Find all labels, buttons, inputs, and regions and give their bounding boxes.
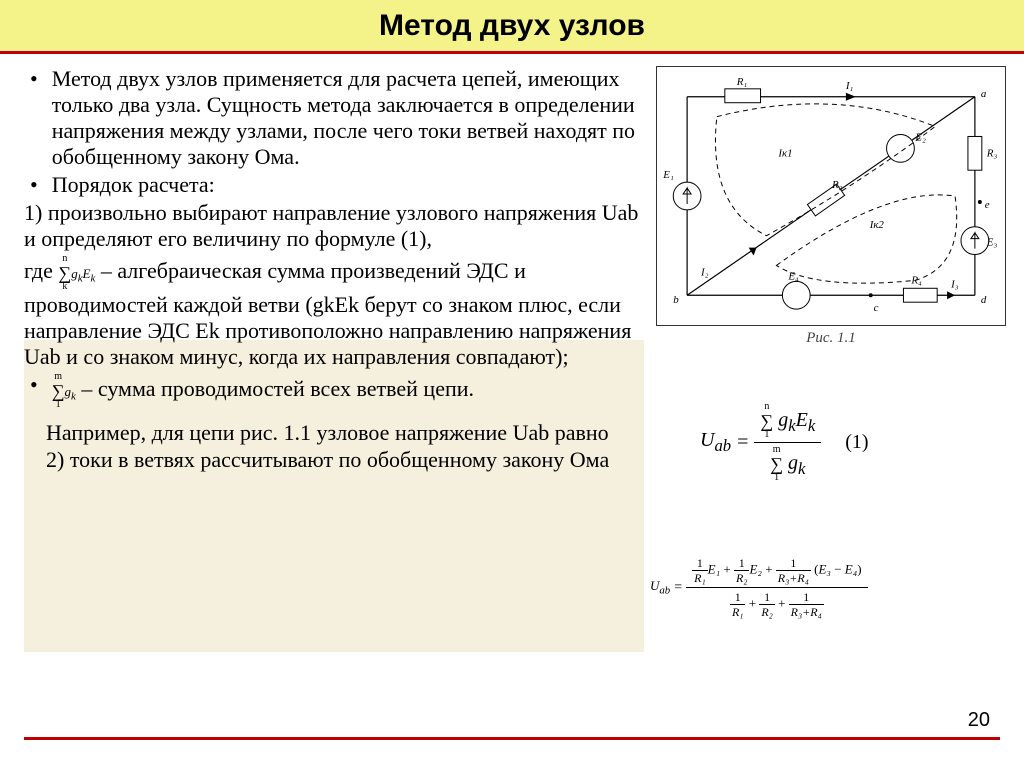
svg-text:e: e: [985, 199, 990, 211]
svg-text:R₁: R₁: [736, 76, 748, 88]
svg-text:Iк1: Iк1: [777, 147, 792, 159]
svg-text:E₄: E₄: [787, 270, 799, 282]
bullet-dot: •: [30, 172, 38, 198]
svg-text:d: d: [981, 294, 987, 306]
highlight-block-2: [24, 532, 644, 652]
formula-fraction: n∑1 gkEk m∑1 gk: [754, 400, 821, 485]
formula-tag: (1): [845, 431, 868, 454]
svg-text:Iк2: Iк2: [869, 219, 885, 231]
footer-divider: [24, 737, 1000, 740]
paragraph-order: • Порядок расчета:: [30, 172, 644, 198]
text-column: • Метод двух узлов применяется для расче…: [24, 66, 644, 473]
inline-sigma-gk: m∑1: [52, 372, 65, 410]
paragraph-intro: • Метод двух узлов применяется для расче…: [30, 66, 644, 170]
svg-text:b: b: [673, 294, 679, 306]
svg-text:I₂: I₂: [700, 266, 709, 278]
formula-uab-expanded: Uab = 1R₁E₁ + 1R₂E₂ + 1R₃+R₄ (E₃ − E₄) 1…: [650, 554, 1020, 621]
svg-text:I₁: I₁: [845, 80, 854, 92]
svg-text:E₂: E₂: [914, 131, 926, 143]
circuit-figure: R₁ I₁ a b c d e E₁ R₃ E₃ E₂: [656, 66, 1006, 347]
page-title: Метод двух узлов: [379, 9, 645, 43]
paragraph-gk-body: m∑1 gk – сумма проводимостей всех ветвей…: [52, 372, 474, 410]
paragraph-order-text: Порядок расчета:: [52, 172, 215, 198]
inline-sigma-gke: n∑k: [58, 254, 71, 292]
title-bar: Метод двух узлов: [0, 0, 1024, 54]
svg-text:c: c: [874, 302, 879, 314]
paragraph-step1: 1) произвольно выбирают направление узло…: [24, 200, 644, 252]
svg-text:R₂: R₂: [831, 179, 843, 191]
svg-text:E₃: E₃: [986, 237, 998, 249]
svg-text:E₁: E₁: [662, 169, 674, 181]
paragraph-gk: • m∑1 gk – сумма проводимостей всех ветв…: [30, 372, 644, 410]
page-number: 20: [968, 709, 990, 732]
text-gke-prefix: где: [24, 258, 58, 283]
bullet-dot: •: [30, 372, 38, 410]
figure-caption: Рис. 1.1: [656, 330, 1006, 347]
circuit-diagram: R₁ I₁ a b c d e E₁ R₃ E₃ E₂: [656, 66, 1006, 326]
svg-text:R₃: R₃: [986, 147, 998, 159]
equals-sign: =: [737, 431, 748, 454]
text-gke-desc: – алгебраическая сумма произведений ЭДС …: [24, 258, 631, 369]
formula-lhs: Uab: [700, 429, 731, 456]
paragraph-intro-text: Метод двух узлов применяется для расчета…: [52, 66, 644, 170]
bullet-dot: •: [30, 66, 38, 170]
paragraph-gke: где n∑k gkEk – алгебраическая сумма прои…: [24, 254, 644, 370]
svg-text:I₃: I₃: [950, 278, 959, 290]
paragraph-example: Например, для цепи рис. 1.1 узловое напр…: [24, 420, 644, 446]
formula-uab-main: Uab = n∑1 gkEk m∑1 gk (1): [700, 400, 1000, 485]
paragraph-step2: 2) токи в ветвях рассчитывают по обобщен…: [24, 447, 644, 473]
text-gk-desc: – сумма проводимостей всех ветвей цепи.: [81, 376, 474, 401]
svg-text:a: a: [981, 88, 987, 100]
